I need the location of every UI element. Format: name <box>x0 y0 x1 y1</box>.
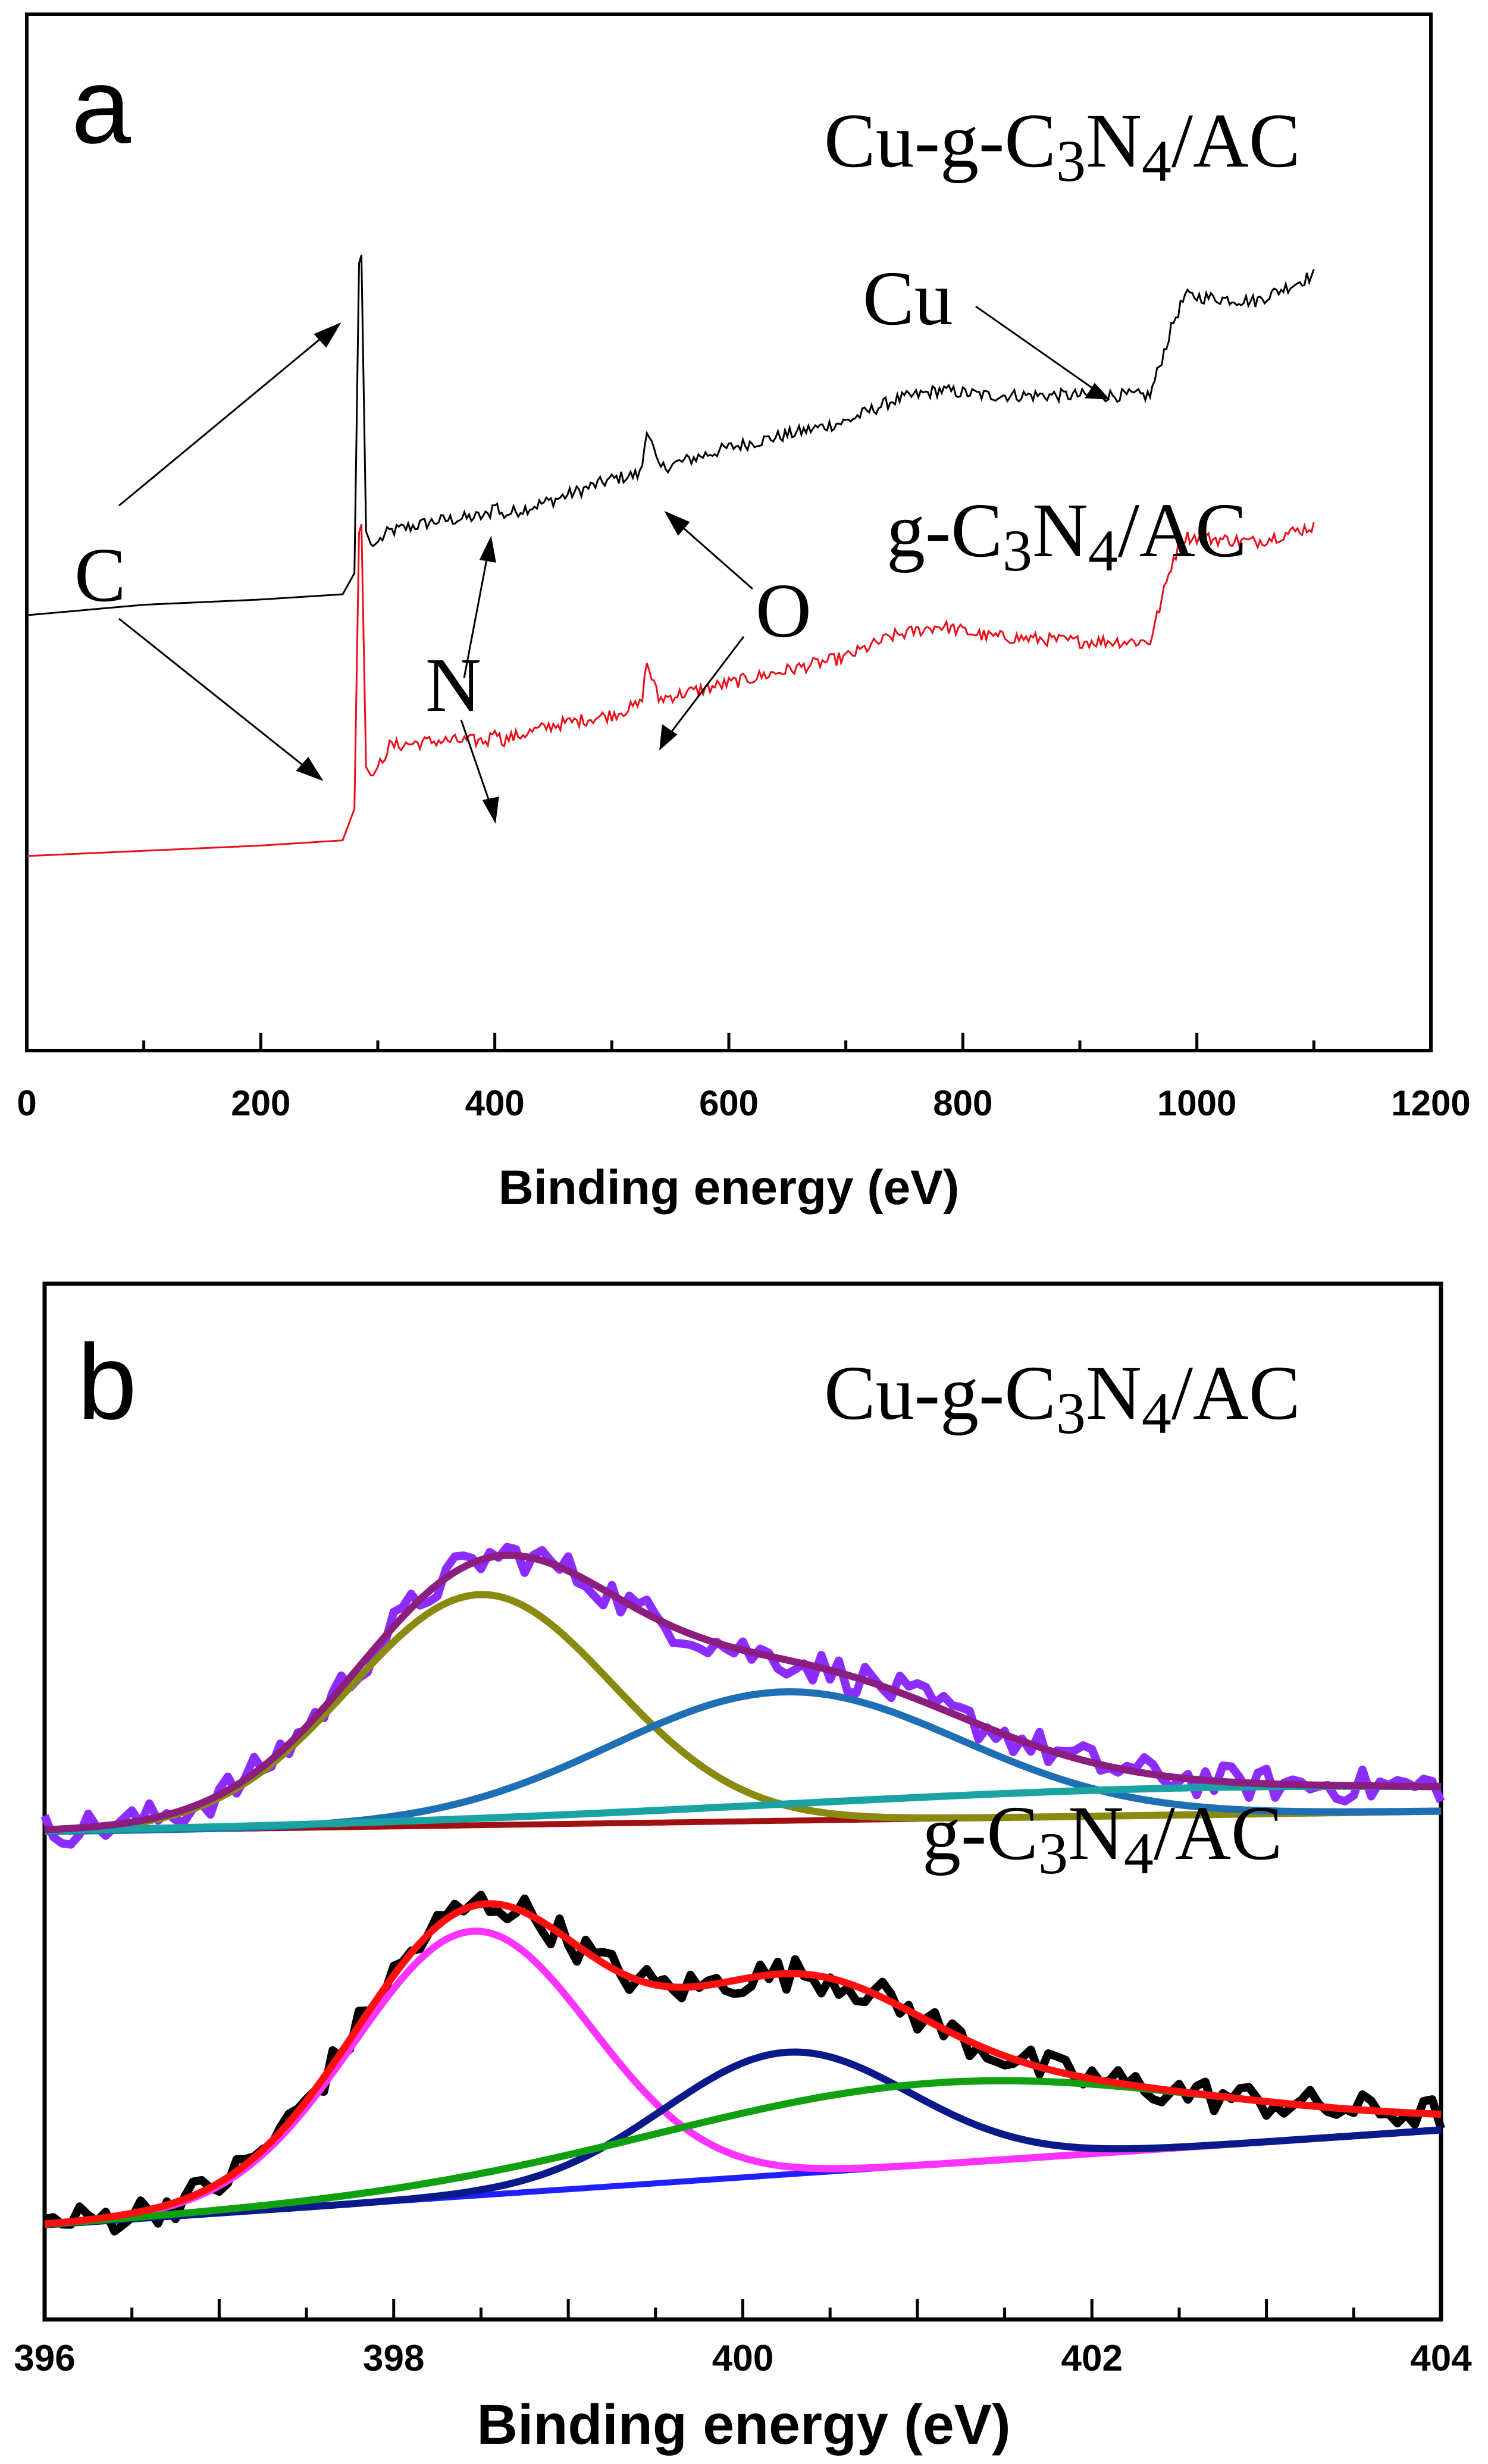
fit-peak-2-g-c3n4-ac <box>44 2048 1442 2228</box>
annotation-arrow-n-lower <box>460 719 492 807</box>
panel-b-legend-g: g-C3N4/AC <box>922 1791 1283 1886</box>
fit-peak-3-cu-g-c3n4-ac <box>44 1782 1442 1835</box>
annotation-label-cu: Cu <box>863 256 953 341</box>
fit-envelope-g-c3n4-ac <box>44 1900 1442 2228</box>
label-part: 4 <box>1088 518 1118 584</box>
label-part: N <box>1068 1791 1124 1876</box>
panel-b-letter: b <box>77 1322 137 1442</box>
panel-a-annotations <box>118 305 1110 824</box>
label-part: 4 <box>1142 128 1171 194</box>
x-tick-label: 800 <box>933 1083 992 1123</box>
fit-envelope-cu-g-c3n4-ac <box>44 1551 1442 1833</box>
x-tick-label: 402 <box>1061 2338 1123 2379</box>
panel-b-x-axis-title: Binding energy (eV) <box>477 2393 1010 2456</box>
panel-b-x-ticks: 396 398 400 402 404 <box>14 2299 1472 2379</box>
arrowhead <box>479 535 496 563</box>
annotation-arrow-o-upper <box>678 522 753 590</box>
annotation-label-o: O <box>756 568 812 654</box>
annotation-label-c: C <box>74 532 126 618</box>
series-line-g-c3n4-ac <box>26 522 1315 857</box>
x-tick-label: 398 <box>363 2338 424 2379</box>
annotation-arrow-c-upper <box>118 332 328 507</box>
arrowhead <box>659 724 678 751</box>
panel-a-x-axis-title: Binding energy (eV) <box>499 1161 960 1215</box>
x-tick-label: 400 <box>465 1083 525 1123</box>
annotation-arrow-c-lower <box>118 617 310 772</box>
x-tick-label: 400 <box>712 2338 773 2379</box>
label-part: N <box>1086 98 1142 184</box>
arrowhead <box>296 757 324 781</box>
label-part: 3 <box>1003 518 1032 584</box>
panel-b-plot-area <box>40 1543 1445 2236</box>
label-part: 3 <box>1056 1380 1086 1446</box>
label-part: Cu-g-C <box>824 98 1056 184</box>
label-part: 4 <box>1142 1380 1171 1446</box>
fit-peak-1-g-c3n4-ac <box>44 1927 1442 2228</box>
label-part: 3 <box>1056 128 1086 194</box>
annotation-arrow-cu <box>975 305 1095 391</box>
annotation-arrow-o-lower <box>668 636 745 735</box>
x-tick-label: 1000 <box>1157 1083 1236 1123</box>
x-tick-label: 404 <box>1410 2338 1472 2379</box>
panel-a-letter: a <box>71 46 131 166</box>
x-tick-label: 600 <box>699 1083 759 1123</box>
label-part: /AC <box>1171 98 1301 184</box>
label-part: N <box>1032 488 1088 573</box>
label-part: g-C <box>886 488 1003 573</box>
label-part: 4 <box>1124 1820 1154 1886</box>
label-part: /AC <box>1154 1791 1283 1876</box>
x-tick-label: 200 <box>231 1083 290 1123</box>
panel-a-legend-cu: Cu-g-C3N4/AC <box>824 98 1301 194</box>
label-part: Cu-g-C <box>824 1350 1056 1436</box>
arrowhead <box>482 797 499 824</box>
annotation-arrow-n-upper <box>463 553 489 679</box>
label-part: g-C <box>922 1791 1038 1876</box>
panel-a-legend-g: g-C3N4/AC <box>886 488 1247 584</box>
arrowhead <box>314 322 342 348</box>
arrowhead <box>1085 383 1110 400</box>
x-tick-label: 396 <box>14 2338 75 2379</box>
annotation-label-n: N <box>425 642 481 728</box>
x-tick-label: 1200 <box>1391 1083 1470 1123</box>
panel-a-x-ticks: 0 200 400 600 800 1000 1200 <box>17 1033 1471 1123</box>
x-tick-label: 0 <box>17 1083 36 1123</box>
label-part: /AC <box>1118 488 1247 573</box>
label-part: N <box>1086 1350 1142 1436</box>
panel-b-legend-cu: Cu-g-C3N4/AC <box>824 1350 1301 1446</box>
arrowhead <box>664 510 690 536</box>
fit-peak-1-cu-g-c3n4-ac <box>44 1591 1442 1835</box>
label-part: /AC <box>1171 1350 1301 1436</box>
label-part: 3 <box>1038 1820 1068 1886</box>
panel-b: b 396 398 400 402 404 Binding energy (eV) Cu… <box>14 1281 1472 2456</box>
panel-a: a 0 200 400 600 800 1000 1200 Binding energy (… <box>17 12 1471 1215</box>
